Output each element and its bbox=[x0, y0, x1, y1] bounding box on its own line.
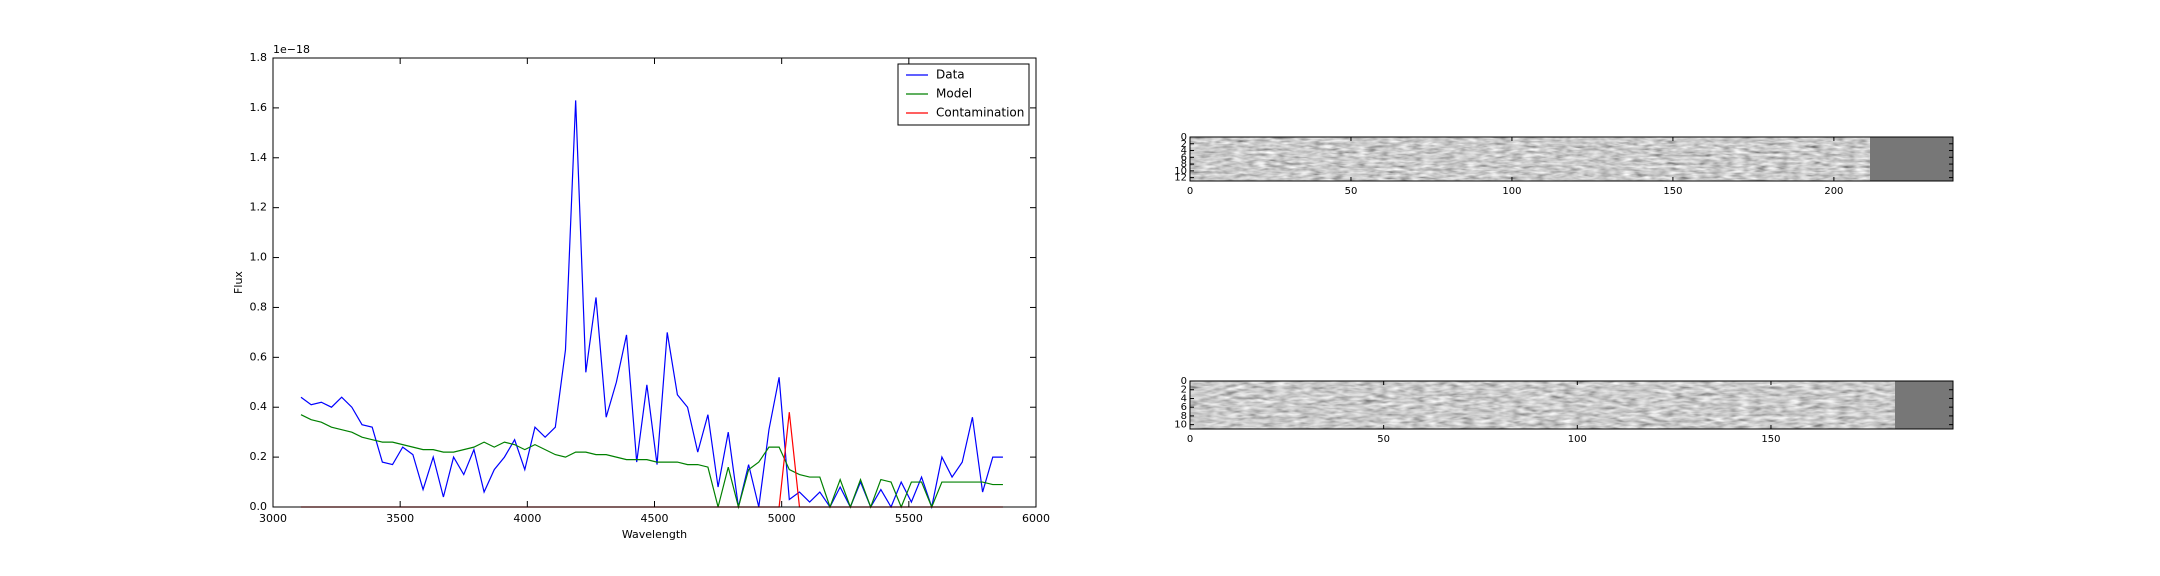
x-tick-label: 5000 bbox=[768, 512, 796, 525]
y-axis-label: Flux bbox=[232, 271, 245, 294]
legend-label: Contamination bbox=[936, 106, 1024, 120]
y-tick-label: 1.6 bbox=[250, 101, 268, 114]
y-tick-label: 1.4 bbox=[250, 151, 268, 164]
x-tick-label: 50 bbox=[1377, 434, 1390, 445]
y-tick-label: 8 bbox=[1181, 159, 1187, 170]
x-tick-label: 6000 bbox=[1022, 512, 1050, 525]
x-tick-label: 3000 bbox=[259, 512, 287, 525]
x-tick-label: 100 bbox=[1502, 186, 1521, 197]
series-line bbox=[300, 100, 1003, 510]
y-tick-label: 0 bbox=[1181, 132, 1187, 143]
x-tick-label: 4000 bbox=[513, 512, 541, 525]
x-tick-label: 50 bbox=[1345, 186, 1358, 197]
x-tick-label: 100 bbox=[1568, 434, 1587, 445]
y-tick-label: 8 bbox=[1181, 411, 1187, 422]
y-tick-label: 0.6 bbox=[250, 350, 268, 363]
x-tick-label: 0 bbox=[1187, 434, 1193, 445]
y-tick-label: 6 bbox=[1181, 152, 1187, 163]
y-offset-label: 1e−18 bbox=[273, 43, 310, 56]
y-tick-label: 0.4 bbox=[250, 400, 268, 413]
y-tick-label: 1.8 bbox=[250, 51, 268, 64]
y-tick-label: 12 bbox=[1174, 173, 1187, 184]
image-padding bbox=[1870, 137, 1953, 181]
image-frame bbox=[1189, 380, 1954, 430]
image-padding bbox=[1895, 381, 1953, 429]
legend-label: Model bbox=[936, 87, 972, 101]
y-tick-label: 0.8 bbox=[250, 300, 268, 313]
series-line bbox=[300, 414, 1003, 510]
image-pixels bbox=[1190, 137, 1870, 181]
y-tick-label: 0.0 bbox=[250, 500, 268, 513]
y-tick-label: 10 bbox=[1174, 420, 1187, 431]
legend-label: Data bbox=[936, 68, 965, 82]
y-tick-label: 10 bbox=[1174, 166, 1187, 177]
x-tick-label: 150 bbox=[1663, 186, 1682, 197]
image-pixels bbox=[1190, 381, 1895, 429]
y-tick-label: 0 bbox=[1181, 376, 1187, 387]
plots: 3000 3500 4000 4500 5000 5500 60000.00.20.40.6… bbox=[232, 43, 1954, 541]
y-tick-label: 4 bbox=[1181, 146, 1187, 157]
x-tick-label: 200 bbox=[1824, 186, 1843, 197]
x-tick-label: 4500 bbox=[641, 512, 669, 525]
y-tick-label: 0.2 bbox=[250, 450, 268, 463]
image-frame bbox=[1189, 136, 1954, 182]
x-tick-label: 150 bbox=[1761, 434, 1780, 445]
y-tick-label: 2 bbox=[1181, 385, 1187, 396]
x-tick-label: 3500 bbox=[386, 512, 414, 525]
y-tick-label: 4 bbox=[1181, 393, 1187, 404]
x-tick-label: 0 bbox=[1187, 186, 1193, 197]
y-tick-label: 1.0 bbox=[250, 251, 268, 264]
y-tick-label: 1.2 bbox=[250, 201, 268, 214]
x-axis-label: Wavelength bbox=[622, 528, 687, 541]
x-tick-label: 5500 bbox=[895, 512, 923, 525]
y-tick-label: 6 bbox=[1181, 402, 1187, 413]
y-tick-label: 2 bbox=[1181, 139, 1187, 150]
